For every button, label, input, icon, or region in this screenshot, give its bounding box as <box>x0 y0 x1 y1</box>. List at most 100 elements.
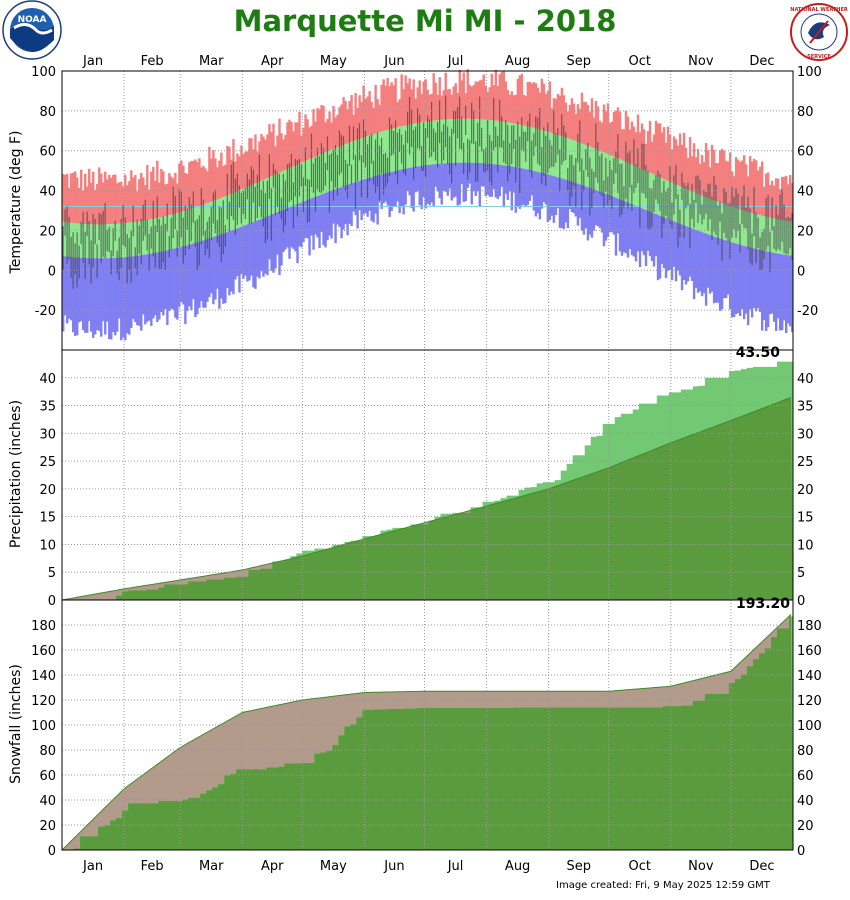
record-low-bar <box>186 245 189 311</box>
record-high-bar <box>116 183 119 224</box>
record-low-bar <box>102 258 105 322</box>
y-tick-label: 40 <box>797 794 814 809</box>
daily-temp-bar <box>637 148 639 184</box>
record-low-bar <box>652 213 656 267</box>
daily-temp-bar <box>192 191 194 223</box>
daily-temp-bar <box>198 215 200 266</box>
record-high-bar <box>660 132 664 179</box>
daily-temp-bar <box>573 165 575 187</box>
record-low-bar <box>448 163 451 189</box>
y-tick-label: 60 <box>39 145 56 160</box>
daily-temp-bar <box>727 203 729 243</box>
record-low-bar <box>586 187 590 241</box>
record-low-bar <box>510 166 514 211</box>
y-tick-label: 40 <box>39 185 56 200</box>
record-high-bar <box>140 172 143 222</box>
daily-temp-bar <box>715 184 717 235</box>
month-label-bottom: Mar <box>199 859 224 874</box>
record-low-bar <box>266 216 269 276</box>
record-high-bar <box>652 134 656 175</box>
record-low-bar <box>126 256 129 334</box>
normal-band-bar <box>386 130 389 173</box>
record-high-bar <box>508 94 512 123</box>
daily-temp-bar <box>66 206 68 264</box>
daily-temp-bar <box>128 238 130 271</box>
record-low-bar <box>562 179 566 230</box>
daily-temp-bar <box>691 183 693 219</box>
record-low-bar <box>376 175 379 225</box>
daily-temp-bar <box>146 219 148 251</box>
record-low-bar <box>484 163 487 197</box>
record-low-bar <box>608 195 612 233</box>
normal-band-bar <box>384 130 387 174</box>
daily-temp-bar <box>414 126 417 169</box>
record-low-bar <box>212 237 215 305</box>
daily-temp-bar <box>194 220 196 248</box>
record-low-bar <box>690 228 694 281</box>
record-low-bar <box>94 258 97 335</box>
record-low-bar <box>68 256 71 319</box>
record-low-bar <box>284 209 287 250</box>
daily-temp-bar <box>777 214 779 249</box>
record-high-bar <box>542 83 546 131</box>
record-low-bar <box>162 251 165 316</box>
daily-temp-bar <box>449 136 451 175</box>
record-low-bar <box>468 162 471 184</box>
normal-band-bar <box>174 213 177 249</box>
daily-temp-bar <box>755 212 757 263</box>
record-low-bar <box>750 247 754 318</box>
daily-temp-bar <box>683 182 685 239</box>
record-low-bar <box>294 204 297 252</box>
daily-temp-bar <box>104 202 106 259</box>
record-high-bar <box>450 94 453 120</box>
daily-temp-bar <box>412 129 415 180</box>
record-low-bar <box>82 257 85 331</box>
record-high-bar <box>540 78 544 131</box>
daily-temp-bar <box>62 226 64 270</box>
record-low-bar <box>132 256 135 319</box>
record-low-bar <box>218 235 221 309</box>
record-low-bar <box>604 193 608 241</box>
record-high-bar <box>724 160 728 205</box>
record-low-bar <box>784 254 788 334</box>
normal-band-bar <box>686 189 690 227</box>
record-low-bar <box>260 218 263 272</box>
record-high-bar <box>182 165 185 212</box>
daily-temp-bar <box>631 184 633 211</box>
record-low-bar <box>250 222 253 276</box>
daily-temp-bar <box>537 117 539 164</box>
record-high-bar <box>470 86 473 119</box>
record-low-bar <box>216 235 219 289</box>
record-low-bar <box>656 214 660 281</box>
normal-band-bar <box>86 224 89 259</box>
daily-temp-bar <box>437 121 439 168</box>
record-low-bar <box>312 197 315 250</box>
record-high-bar <box>420 94 423 123</box>
record-low-bar <box>556 177 560 209</box>
record-high-bar <box>688 137 692 191</box>
record-low-bar <box>270 214 273 271</box>
record-low-bar <box>256 220 259 277</box>
normal-cumulative-line <box>61 614 792 851</box>
record-low-bar <box>356 181 359 229</box>
record-high-bar <box>650 141 654 174</box>
month-label-bottom: Apr <box>261 859 284 874</box>
record-high-bar <box>308 127 311 160</box>
record-low-bar <box>504 165 508 194</box>
record-high-bar <box>290 121 293 168</box>
record-high-bar <box>198 158 201 207</box>
record-low-bar <box>614 197 618 256</box>
record-high-bar <box>312 109 315 158</box>
daily-temp-bar <box>262 181 264 227</box>
record-high-bar <box>160 168 163 218</box>
daily-temp-bar <box>507 125 509 182</box>
daily-temp-bar <box>150 226 152 249</box>
daily-temp-bar <box>513 125 515 150</box>
record-high-bar <box>760 161 764 216</box>
record-high-bar <box>120 181 123 224</box>
record-high-bar <box>774 178 778 219</box>
record-high-bar <box>92 171 95 225</box>
daily-temp-bar <box>116 250 118 274</box>
daily-temp-bar <box>581 158 583 210</box>
record-high-bar <box>164 184 167 217</box>
